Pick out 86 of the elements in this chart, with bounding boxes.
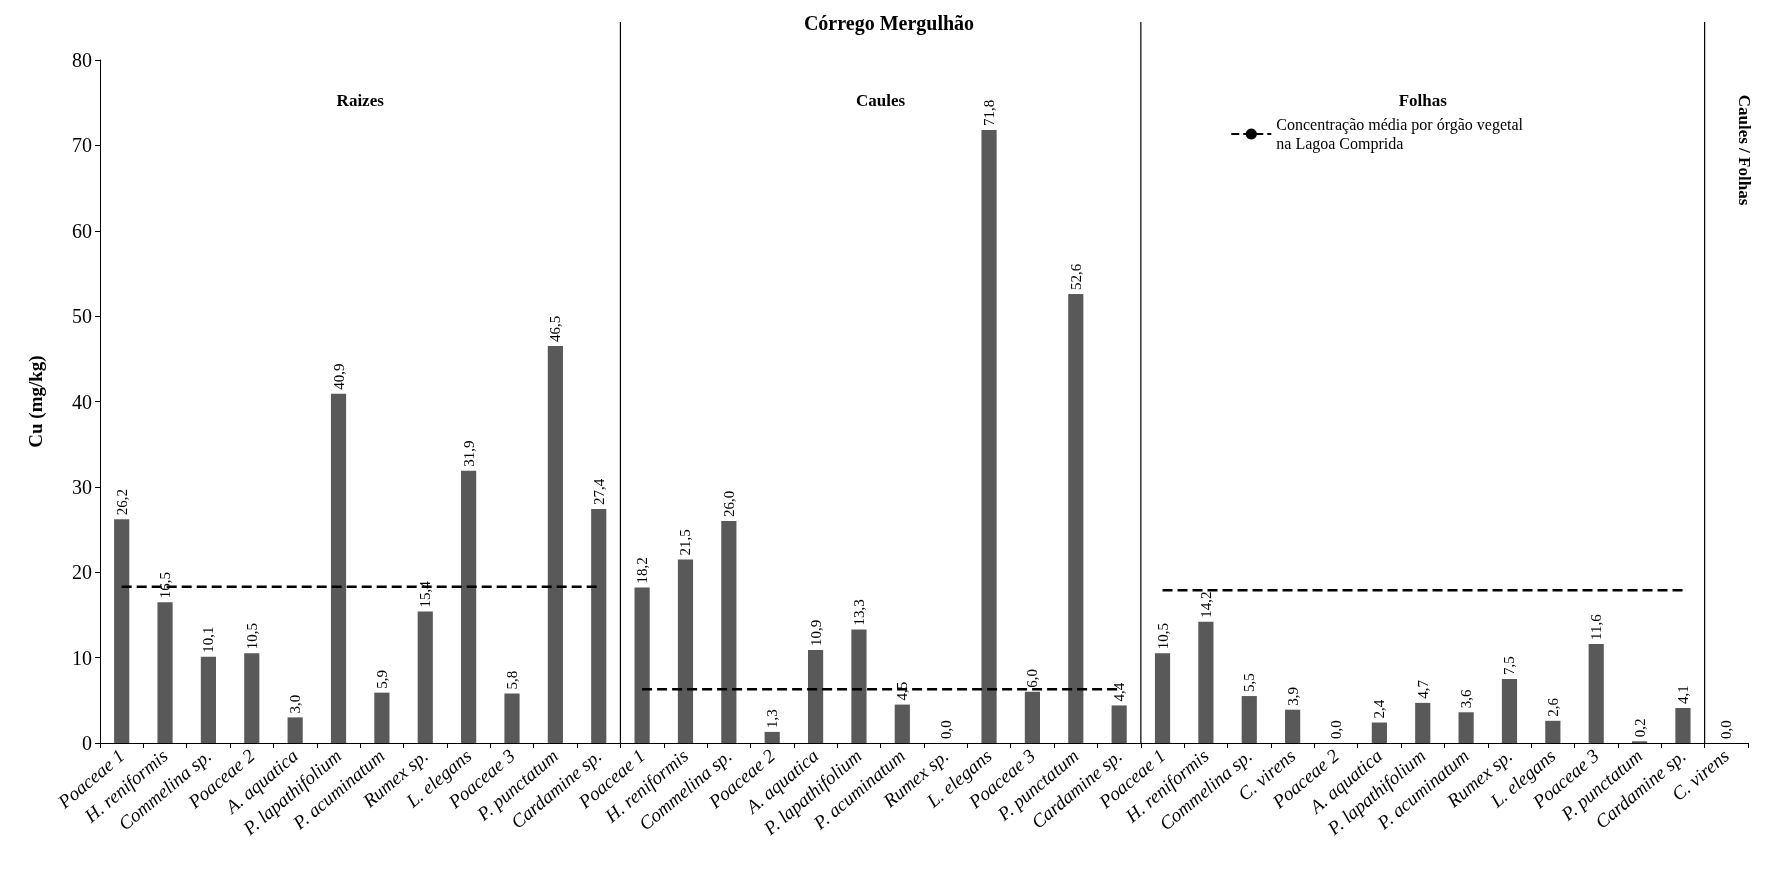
- data-label: 0,0: [1718, 720, 1735, 739]
- data-label: 5,9: [373, 669, 390, 689]
- bar: [1154, 653, 1171, 743]
- data-label: 21,5: [677, 529, 694, 556]
- bar: [1285, 709, 1301, 743]
- bar: [807, 649, 824, 743]
- bar: [114, 519, 130, 743]
- bar: [244, 653, 260, 743]
- bar: [981, 130, 997, 743]
- annotation: Caules / Folhas: [1734, 94, 1754, 206]
- bar: [547, 346, 563, 743]
- bar: [634, 587, 650, 743]
- bar: [851, 629, 867, 743]
- data-label: 18,2: [634, 557, 651, 584]
- data-label: 52,6: [1067, 263, 1084, 290]
- y-tick-label: 60: [72, 219, 92, 242]
- bar: [1241, 696, 1257, 743]
- bar: [721, 521, 737, 743]
- annotation: Folhas: [1398, 90, 1448, 110]
- y-tick-label: 70: [72, 134, 92, 157]
- bar: [1415, 702, 1431, 743]
- bar: [677, 559, 694, 743]
- bar: [200, 656, 217, 743]
- y-tick-label: 50: [72, 305, 92, 328]
- chart-title: Córrego Mergulhão: [803, 12, 975, 35]
- y-tick-label: 30: [72, 475, 92, 498]
- bar: [1458, 712, 1474, 743]
- y-axis-title: Cu (mg/kg): [25, 355, 47, 448]
- data-label: 2,6: [1544, 697, 1561, 717]
- data-label: 7,5: [1501, 656, 1518, 675]
- data-label: 13,3: [850, 599, 867, 626]
- data-label: 5,5: [1241, 673, 1258, 693]
- data-label: 27,4: [590, 478, 607, 506]
- data-label: 6,0: [1024, 669, 1041, 688]
- data-label: 3,9: [1284, 686, 1301, 706]
- y-tick-label: 20: [72, 561, 92, 584]
- annotation: Caules: [856, 90, 906, 110]
- bar: [1198, 621, 1214, 743]
- data-label: 26,0: [720, 490, 737, 518]
- data-label: 4,1: [1674, 685, 1691, 704]
- bar: [330, 393, 347, 743]
- bar: [1068, 293, 1084, 743]
- y-tick-label: 80: [72, 49, 92, 71]
- data-label: 2,4: [1371, 699, 1388, 719]
- bar: [894, 704, 910, 743]
- bar: [287, 717, 303, 743]
- data-label: 14,2: [1197, 591, 1214, 618]
- data-label: 11,6: [1588, 613, 1605, 640]
- data-label: 4,4: [1111, 682, 1128, 702]
- data-label: 31,9: [460, 440, 477, 467]
- data-label: 1,3: [764, 709, 781, 728]
- bar: [1371, 722, 1387, 743]
- data-label: 46,5: [547, 315, 564, 343]
- data-label: 10,1: [200, 626, 217, 653]
- data-label: 40,9: [330, 363, 347, 390]
- data-label: 71,8: [981, 99, 998, 127]
- bar: [1545, 720, 1561, 743]
- data-label: 10,5: [243, 623, 260, 650]
- y-tick-label: 40: [72, 390, 92, 413]
- data-label: 10,5: [1154, 623, 1171, 650]
- data-label: 0,0: [937, 720, 954, 739]
- data-label: 4,5: [894, 681, 911, 701]
- data-label: 3,6: [1458, 689, 1475, 709]
- data-label: 3,0: [287, 694, 304, 714]
- data-label: 0,2: [1631, 718, 1648, 738]
- data-label: 4,7: [1414, 679, 1431, 699]
- bar: [157, 602, 173, 743]
- data-label: 5,8: [504, 670, 520, 690]
- bar: [1675, 708, 1691, 743]
- bar: [1501, 678, 1518, 743]
- legend-label: Concentração média por órgão vegetal na Lagoa Comprida: [1276, 116, 1524, 153]
- bar: [1588, 643, 1604, 743]
- bar: [1024, 691, 1041, 743]
- bar: [417, 611, 433, 743]
- data-label: 26,2: [113, 489, 130, 516]
- bar: [374, 692, 390, 743]
- bar: [504, 693, 520, 743]
- y-tick-label: 10: [72, 646, 92, 669]
- data-label: 0,0: [1328, 720, 1344, 739]
- y-tick-label: 0: [82, 732, 92, 754]
- bar: [1111, 705, 1127, 743]
- annotation: Raizes: [336, 90, 385, 110]
- bar: [461, 470, 477, 743]
- bar: [764, 731, 780, 743]
- data-label: 10,9: [807, 619, 824, 646]
- bar: [591, 509, 607, 743]
